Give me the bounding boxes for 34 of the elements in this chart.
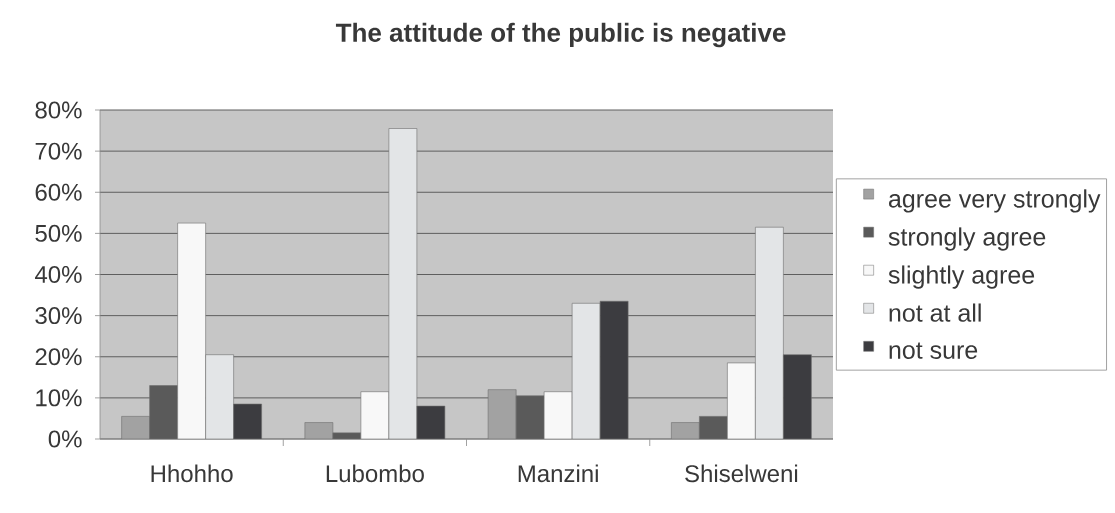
bar	[755, 226, 784, 439]
y-tick-label: 50%	[35, 224, 82, 242]
x-tick-label: Lubombo	[326, 464, 424, 483]
bar	[515, 395, 545, 439]
y-tick-label: 70%	[35, 142, 82, 160]
x-tick-label: Hhohho	[151, 464, 233, 483]
bar	[233, 403, 262, 439]
y-tick-label: 0%	[48, 430, 82, 448]
bar	[177, 222, 206, 439]
bar	[360, 391, 390, 439]
bar	[783, 354, 812, 439]
legend-label: slightly agree	[888, 265, 1035, 289]
bar	[205, 354, 234, 439]
legend-label: not sure	[889, 342, 978, 359]
bar	[699, 416, 728, 439]
legend-label: strongly agree	[888, 227, 1046, 251]
bar	[571, 302, 601, 439]
legend-label: not at all	[889, 303, 981, 322]
bar	[543, 391, 573, 439]
chart-title: The attitude of the public is negative	[335, 22, 786, 48]
y-tick-label: 10%	[36, 389, 82, 407]
y-tick-label: 80%	[35, 101, 82, 119]
legend-label: agree very strongly	[889, 189, 1101, 213]
bar	[727, 362, 756, 439]
y-tick-label: 30%	[35, 307, 82, 325]
bar	[388, 128, 418, 439]
bar	[121, 416, 150, 439]
bar	[487, 389, 517, 439]
x-tick-label: Shiselweni	[685, 464, 798, 483]
x-tick-label: Manzini	[518, 464, 598, 483]
y-tick-label: 40%	[34, 266, 82, 283]
y-tick-label: 20%	[35, 348, 82, 366]
bar	[599, 300, 629, 439]
y-tick-label: 60%	[35, 183, 82, 201]
